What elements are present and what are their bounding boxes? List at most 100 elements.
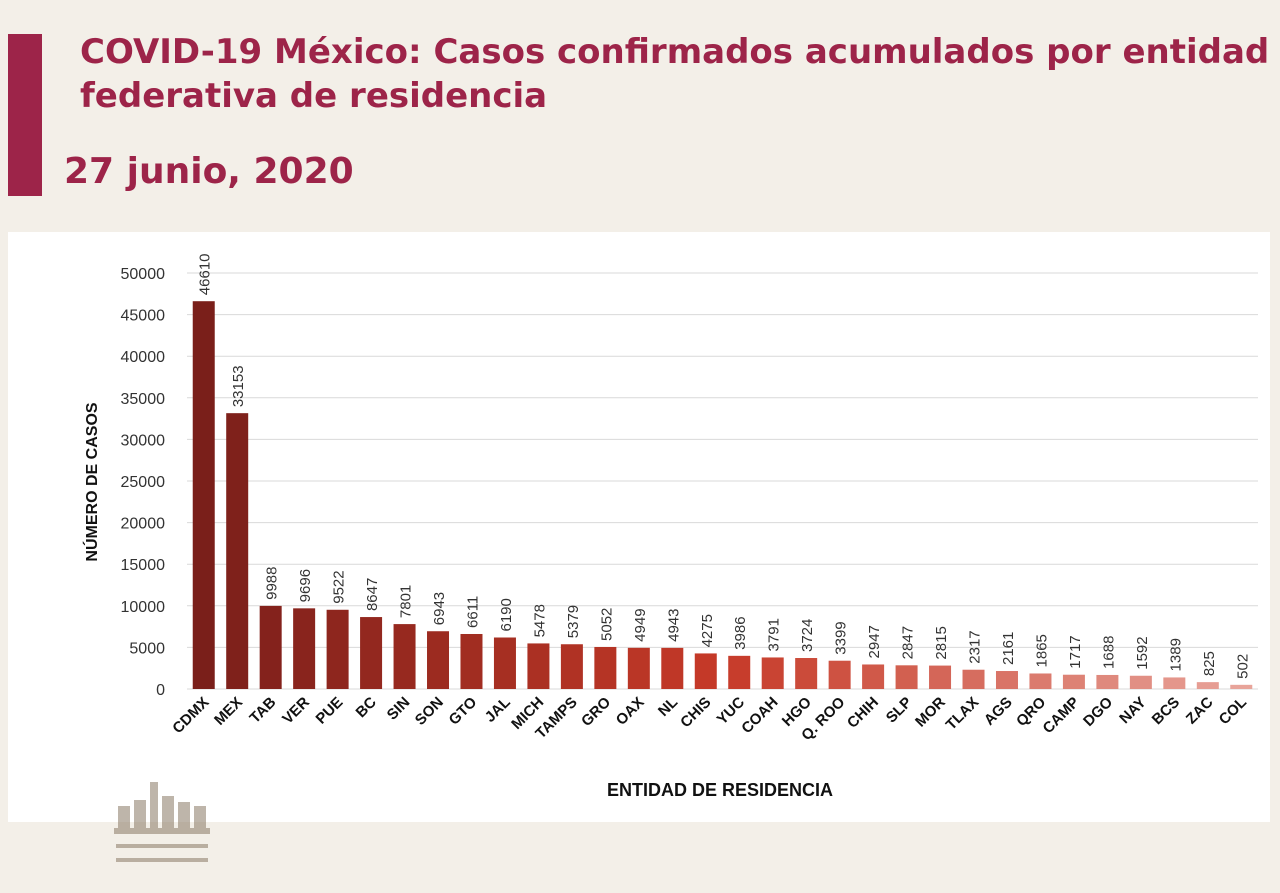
bar-yuc [728,655,751,689]
bar-value-label: 6611 [464,596,481,628]
bar-cdmx [192,301,215,689]
x-tick-label: COAH [738,694,781,737]
bar-value-label: 1865 [1033,634,1050,667]
bar-value-label: 46610 [197,253,214,295]
x-tick-label: CDMX [169,694,212,737]
bar-q-roo [828,660,851,689]
bar-bc [360,617,383,689]
bar-value-label: 5478 [531,604,548,637]
bar-oax [627,647,650,689]
bar-value-label: 2847 [900,626,917,659]
bar-value-label: 8647 [364,578,381,611]
y-axis-label: NÚMERO DE CASOS [82,402,101,561]
bar-pue [326,609,349,689]
bar-hgo [795,658,818,689]
x-tick-label: ZAC [1183,694,1217,728]
bar-value-label: 5052 [598,608,615,641]
bar-value-label: 4949 [632,608,649,641]
y-tick-label: 30000 [121,432,166,449]
x-tick-label: GRO [578,694,614,730]
y-tick-label: 15000 [121,557,166,574]
x-tick-label: BC [353,694,380,721]
x-axis-label: ENTIDAD DE RESIDENCIA [607,780,833,800]
x-tick-label: PUE [313,694,347,728]
bar-value-label: 1717 [1067,635,1084,668]
bar-value-label: 33153 [230,365,247,407]
y-tick-label: 25000 [121,474,166,491]
bar-value-label: 6943 [431,592,448,625]
bar-qro [1029,673,1052,689]
x-tick-label: MOR [912,694,949,731]
bar-tab [259,605,282,689]
bar-slp [895,665,918,689]
bar-value-label: 825 [1201,651,1218,676]
bar-value-label: 3399 [833,621,850,654]
x-tick-label: NAY [1116,694,1149,727]
accent-bar [8,34,42,196]
bar-nay [1129,675,1152,689]
x-tick-label: TLAX [943,694,983,734]
y-tick-label: 50000 [121,266,166,283]
bar-value-label: 1389 [1167,638,1184,671]
y-tick-label: 5000 [129,640,165,657]
x-tick-label: CHIS [677,694,714,731]
bar-value-label: 5379 [565,605,582,638]
bar-mor [929,665,952,689]
bar-ver [293,608,316,689]
report-date: 27 junio, 2020 [64,151,354,192]
bar-value-label: 1688 [1100,636,1117,669]
heroes-logo-icon [110,778,220,888]
x-tick-label: GTO [445,694,480,729]
y-tick-label: 45000 [121,308,166,325]
bar-tlax [962,669,985,689]
x-tick-label: DGO [1080,694,1116,730]
y-axis-ticks: 0 5000 10000 15000 20000 25000 30000 35000 40000… [121,266,166,699]
chart-grid [187,272,1258,690]
x-tick-label: MEX [211,694,246,729]
y-tick-label: 35000 [121,391,166,408]
x-tick-label: BCS [1149,694,1183,728]
page-title: COVID-19 México: Casos confirmados acumu… [80,32,1270,116]
x-tick-label: TAB [246,694,279,727]
bar-bcs [1163,677,1186,689]
bar-value-label: 7801 [398,585,415,618]
chart-panel [8,232,1270,822]
bar-ags [995,671,1018,689]
x-tick-label: OAX [613,694,648,729]
y-tick-label: 0 [156,682,165,699]
bar-jal [493,637,516,689]
bar-value-label: 1592 [1134,636,1151,669]
bar-value-label: 9696 [297,569,314,602]
x-tick-label: CAMP [1039,694,1082,737]
bar-value-label: 9522 [331,570,348,603]
bar-coah [761,657,784,689]
bar-gto [460,633,483,689]
bar-value-label: 6190 [498,598,515,631]
y-tick-label: 20000 [121,516,166,533]
x-tick-label: NL [655,694,681,720]
bar-col [1230,684,1253,689]
bar-value-label: 3986 [732,616,749,649]
x-tick-label: SIN [384,694,414,724]
bar-son [427,631,450,689]
bar-tamps [560,644,583,689]
x-tick-label: VER [279,694,313,728]
bar-zac [1196,682,1219,689]
bar-dgo [1096,674,1119,689]
bar-value-label: 4943 [665,608,682,641]
x-tick-label: CHIH [844,694,882,732]
bar-mich [527,643,550,689]
y-tick-label: 40000 [121,349,166,366]
x-tick-label: SLP [883,694,916,727]
bar-value-label: 2161 [1000,632,1017,665]
bar-value-labels: 46610 33153 9988 9696 9522 8647 7801 6943 6611 61… [197,253,1252,678]
bar-value-label: 2815 [933,626,950,659]
bar-gro [594,646,617,689]
x-tick-label: SON [412,694,447,729]
bar-value-label: 3724 [799,619,816,652]
chart-bars [192,301,1253,689]
x-tick-label: AGS [981,694,1016,729]
bar-value-label: 3791 [766,618,783,651]
